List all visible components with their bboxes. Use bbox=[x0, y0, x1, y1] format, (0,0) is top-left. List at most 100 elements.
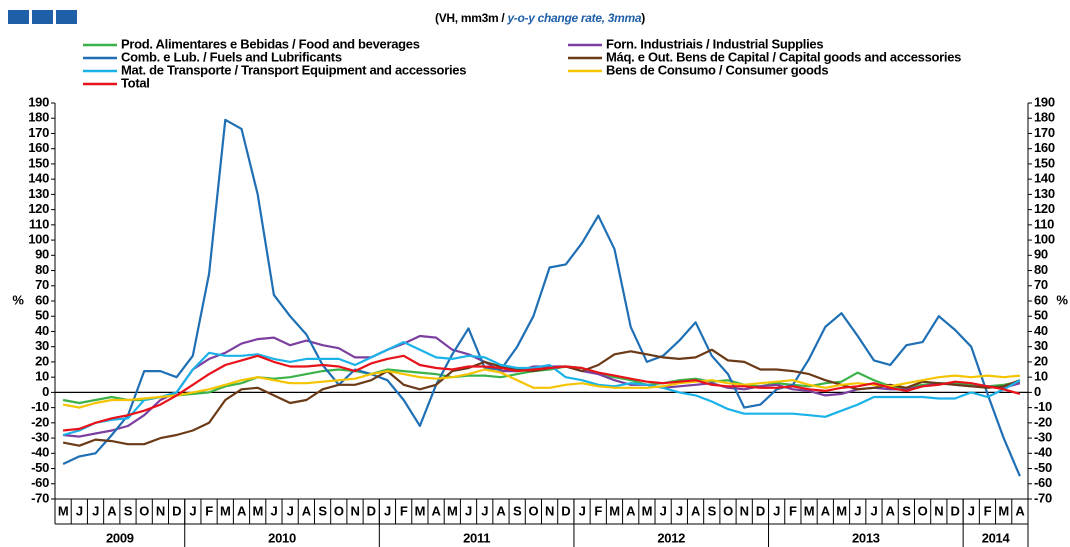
y2-tick-label: 110 bbox=[1034, 216, 1054, 231]
series-line bbox=[62, 118, 1021, 477]
x-tick-label: J bbox=[481, 503, 488, 518]
legend-label: Total bbox=[121, 75, 150, 90]
y-tick-label: -60 bbox=[31, 475, 49, 490]
x-tick-label: O bbox=[334, 503, 344, 518]
x-tick-label: O bbox=[723, 503, 733, 518]
x-tick-label: F bbox=[400, 503, 408, 518]
x-tick-label: N bbox=[545, 503, 554, 518]
x-tick-label: S bbox=[124, 503, 133, 518]
x-tick-label: A bbox=[821, 503, 831, 518]
y2-tick-label: 120 bbox=[1034, 201, 1055, 216]
y-tick-label: 130 bbox=[28, 186, 49, 201]
y2-tick-label: -30 bbox=[1034, 430, 1052, 445]
subtitle: (VH, mm3m / y-o-y change rate, 3mma) bbox=[435, 11, 645, 25]
y-tick-label: 150 bbox=[28, 155, 49, 170]
y-tick-label: 110 bbox=[29, 216, 49, 231]
x-tick-label: J bbox=[870, 503, 877, 518]
year-label: 2014 bbox=[982, 530, 1011, 545]
y2-tick-label: 100 bbox=[1034, 232, 1055, 247]
x-tick-label: J bbox=[384, 503, 391, 518]
x-tick-label: A bbox=[886, 503, 896, 518]
y2-tick-label: 130 bbox=[1034, 186, 1055, 201]
x-tick-label: M bbox=[609, 503, 620, 518]
y2-tick-label: 80 bbox=[1034, 262, 1048, 277]
y-tick-label: 190 bbox=[28, 94, 49, 109]
series-line bbox=[62, 341, 1021, 437]
legend-label: Prod. Alimentares e Bebidas / Food and b… bbox=[121, 36, 420, 51]
x-tick-label: F bbox=[205, 503, 213, 518]
decor bbox=[8, 10, 29, 24]
y-tick-label: 160 bbox=[28, 140, 49, 155]
x-tick-label: S bbox=[902, 503, 911, 518]
x-tick-label: N bbox=[350, 503, 359, 518]
y2-tick-label: 190 bbox=[1034, 94, 1055, 109]
y2-tick-label: -10 bbox=[1034, 399, 1052, 414]
x-tick-label: N bbox=[934, 503, 943, 518]
x-tick-label: M bbox=[252, 503, 263, 518]
y-tick-label: 70 bbox=[35, 277, 49, 292]
y2-tick-label: 30 bbox=[1034, 338, 1048, 353]
legend-label: Máq. e Out. Bens de Capital / Capital go… bbox=[606, 49, 961, 64]
y-tick-label: 120 bbox=[28, 201, 49, 216]
year-label: 2012 bbox=[657, 530, 685, 545]
y-tick-label: -40 bbox=[31, 445, 49, 460]
x-tick-label: A bbox=[432, 503, 442, 518]
x-tick-label: M bbox=[447, 503, 458, 518]
x-tick-label: M bbox=[58, 503, 69, 518]
x-tick-label: D bbox=[950, 503, 959, 518]
legend-label: Mat. de Transporte / Transport Equipment… bbox=[121, 62, 466, 77]
x-tick-label: J bbox=[660, 503, 667, 518]
y2-tick-label: 180 bbox=[1034, 110, 1055, 125]
legend-label: Bens de Consumo / Consumer goods bbox=[606, 62, 828, 77]
y2-tick-label: 70 bbox=[1034, 277, 1048, 292]
y-tick-label: -20 bbox=[31, 414, 49, 429]
x-tick-label: A bbox=[626, 503, 636, 518]
y2-tick-label: 50 bbox=[1034, 308, 1048, 323]
year-label: 2011 bbox=[463, 530, 490, 545]
y2-tick-label: 140 bbox=[1034, 171, 1055, 186]
x-tick-label: F bbox=[789, 503, 797, 518]
x-tick-label: J bbox=[773, 503, 780, 518]
x-tick-label: M bbox=[804, 503, 815, 518]
year-label: 2010 bbox=[268, 530, 296, 545]
y-tick-label: 0 bbox=[42, 384, 49, 399]
x-tick-label: S bbox=[708, 503, 717, 518]
x-tick-label: O bbox=[528, 503, 538, 518]
y2-tick-label: -40 bbox=[1034, 445, 1052, 460]
x-tick-label: A bbox=[237, 503, 247, 518]
x-tick-label: D bbox=[172, 503, 181, 518]
y2-tick-label: 90 bbox=[1034, 247, 1048, 262]
y-axis-label: % bbox=[12, 292, 24, 307]
decor bbox=[32, 10, 53, 24]
x-tick-label: J bbox=[676, 503, 683, 518]
x-tick-label: A bbox=[302, 503, 312, 518]
x-tick-label: O bbox=[139, 503, 149, 518]
y2-tick-label: 170 bbox=[1034, 125, 1055, 140]
y2-tick-label: 160 bbox=[1034, 140, 1055, 155]
decor bbox=[56, 10, 77, 24]
x-tick-label: A bbox=[691, 503, 701, 518]
y2-tick-label: 10 bbox=[1034, 369, 1048, 384]
x-tick-label: N bbox=[156, 503, 165, 518]
y-tick-label: 80 bbox=[35, 262, 49, 277]
y-tick-label: 10 bbox=[35, 369, 49, 384]
y-tick-label: 180 bbox=[28, 110, 49, 125]
x-tick-label: J bbox=[579, 503, 586, 518]
x-tick-label: J bbox=[854, 503, 861, 518]
x-tick-label: N bbox=[740, 503, 749, 518]
x-tick-label: J bbox=[465, 503, 472, 518]
y2-axis-label: % bbox=[1056, 292, 1068, 307]
x-tick-label: A bbox=[496, 503, 506, 518]
x-tick-label: D bbox=[367, 503, 376, 518]
y2-tick-label: 40 bbox=[1034, 323, 1048, 338]
x-tick-label: F bbox=[594, 503, 602, 518]
x-tick-label: F bbox=[984, 503, 992, 518]
y2-tick-label: 60 bbox=[1034, 292, 1048, 307]
y2-tick-label: 150 bbox=[1034, 155, 1055, 170]
x-tick-label: O bbox=[918, 503, 928, 518]
y-tick-label: 50 bbox=[35, 308, 49, 323]
x-tick-label: M bbox=[220, 503, 231, 518]
y-tick-label: 90 bbox=[35, 247, 49, 262]
year-label: 2009 bbox=[106, 530, 134, 545]
y2-tick-label: 0 bbox=[1034, 384, 1041, 399]
